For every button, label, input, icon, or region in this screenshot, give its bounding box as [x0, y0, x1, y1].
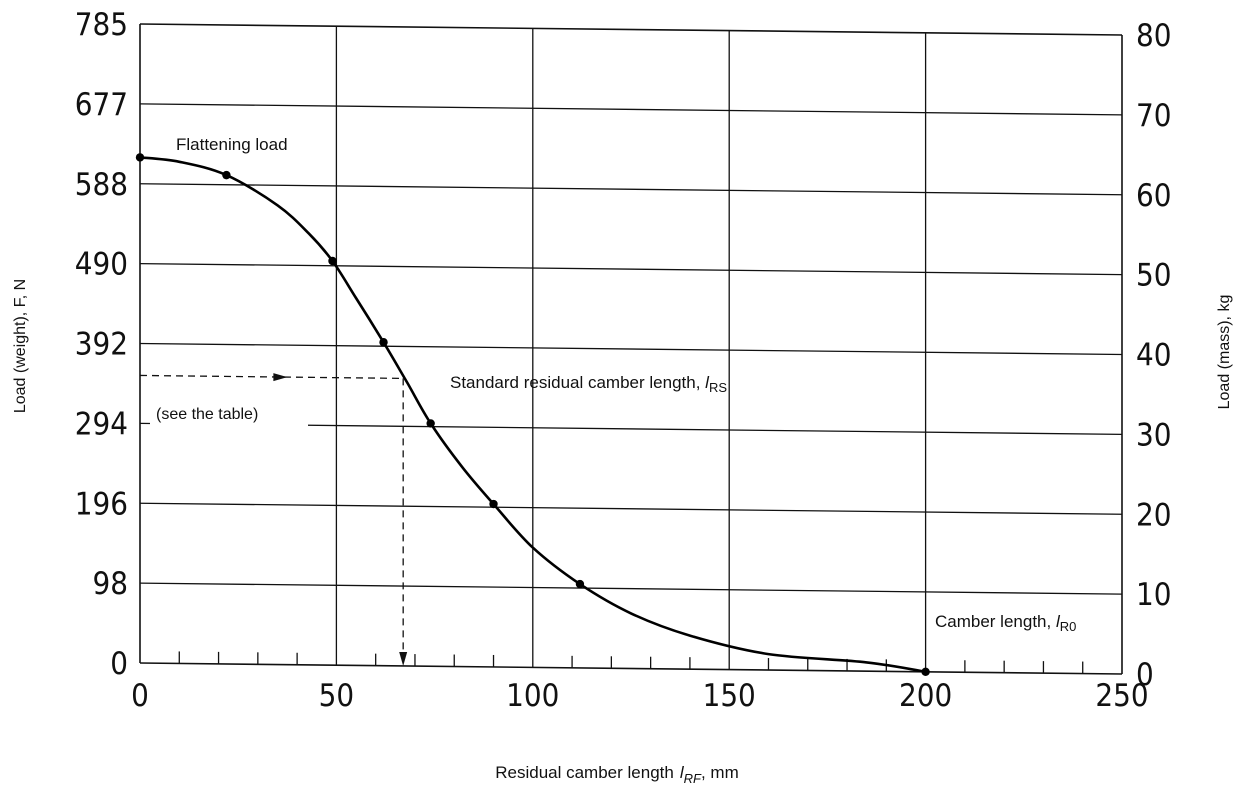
y-left-tick-label-3: 294	[75, 406, 128, 442]
y-right-tick-label-6: 60	[1136, 178, 1171, 214]
x-axis-title-text: Residual camber length	[495, 763, 674, 782]
data-point-6	[575, 579, 585, 589]
data-point-3	[379, 338, 388, 347]
see-table-mask	[150, 402, 308, 426]
annotation-standard-text: Standard residual camber length,	[450, 373, 705, 392]
x-axis-title-sub: RF	[684, 771, 702, 786]
y-left-tick-label-8: 785	[75, 7, 128, 43]
annotation-standard-sub: RS	[709, 380, 727, 395]
annotation-camber-sub: R0	[1060, 619, 1077, 634]
grid-h-10	[139, 582, 1123, 595]
y-right-tick-label-5: 50	[1136, 258, 1171, 294]
y-right-tick-label-4: 40	[1136, 338, 1171, 374]
reference-horizontal	[139, 374, 404, 380]
grid-h-50	[139, 262, 1123, 276]
y-left-tick-label-4: 392	[75, 327, 128, 363]
x-tick-label-0: 0	[131, 678, 149, 714]
x-tick-label-3: 150	[703, 678, 756, 714]
y-left-tick-label-6: 588	[75, 167, 128, 203]
y-right-tick-label-2: 20	[1136, 497, 1171, 533]
data-point-7	[921, 667, 930, 676]
y-left-tick-label-7: 677	[75, 87, 128, 123]
y-right-tick-label-3: 30	[1136, 417, 1171, 453]
annotation-camber-text: Camber length,	[935, 612, 1056, 631]
grid-h-40	[139, 342, 1123, 356]
grid-h-70	[139, 103, 1123, 116]
annotation-standard-residual: Standard residual camber length, lRS	[450, 373, 727, 395]
x-tick-label-2: 100	[506, 678, 559, 714]
plot-frame	[139, 23, 1123, 675]
grid-lines	[139, 26, 1123, 672]
x-tick-label-4: 200	[899, 678, 952, 714]
reference-arrow-down	[399, 651, 408, 666]
grid-h-60	[139, 183, 1123, 196]
x-axis-title-symbol: l	[680, 763, 685, 782]
annotation-flattening-load: Flattening load	[176, 135, 288, 154]
y-right-tick-label-8: 80	[1136, 18, 1171, 54]
reference-arrow-right	[273, 373, 288, 382]
y-right-tick-label-0: 0	[1136, 657, 1154, 693]
annotation-see-table: (see the table)	[156, 406, 258, 423]
data-point-4	[426, 419, 435, 428]
x-tick-label-1: 50	[319, 678, 354, 714]
y-left-tick-label-0: 0	[110, 646, 128, 682]
x-tick-label-5: 250	[1095, 678, 1148, 714]
x-axis-title-unit: , mm	[701, 763, 739, 782]
y-left-tick-label-5: 490	[75, 247, 128, 283]
tick-labels: 0 98 196 294 392 490 588 677 785 0 10 20 30 40 50 60 70 8…	[75, 7, 1172, 714]
annotation-standard-symbol: l	[705, 373, 710, 392]
y-right-tick-label-1: 10	[1136, 577, 1171, 613]
x-axis-title: Residual camber length lRF, mm	[495, 763, 739, 786]
y-left-tick-label-2: 196	[75, 486, 128, 522]
data-point-1	[222, 170, 231, 180]
reference-lines	[139, 373, 408, 666]
data-points	[135, 153, 930, 676]
y-right-tick-label-7: 70	[1136, 98, 1171, 134]
data-point-2	[328, 256, 337, 266]
data-point-5	[489, 499, 498, 509]
data-point-0	[135, 153, 145, 162]
grid-h-20	[139, 502, 1123, 515]
y-axis-left-title: Load (weight), F, N	[12, 279, 29, 413]
annotation-camber-symbol: l	[1056, 612, 1061, 631]
annotation-camber-length: Camber length, lR0	[935, 612, 1076, 634]
y-left-tick-label-1: 98	[93, 566, 128, 602]
y-axis-right-title: Load (mass), kg	[1216, 295, 1233, 410]
frame-bottom	[139, 662, 1123, 675]
frame-top	[139, 23, 1123, 36]
